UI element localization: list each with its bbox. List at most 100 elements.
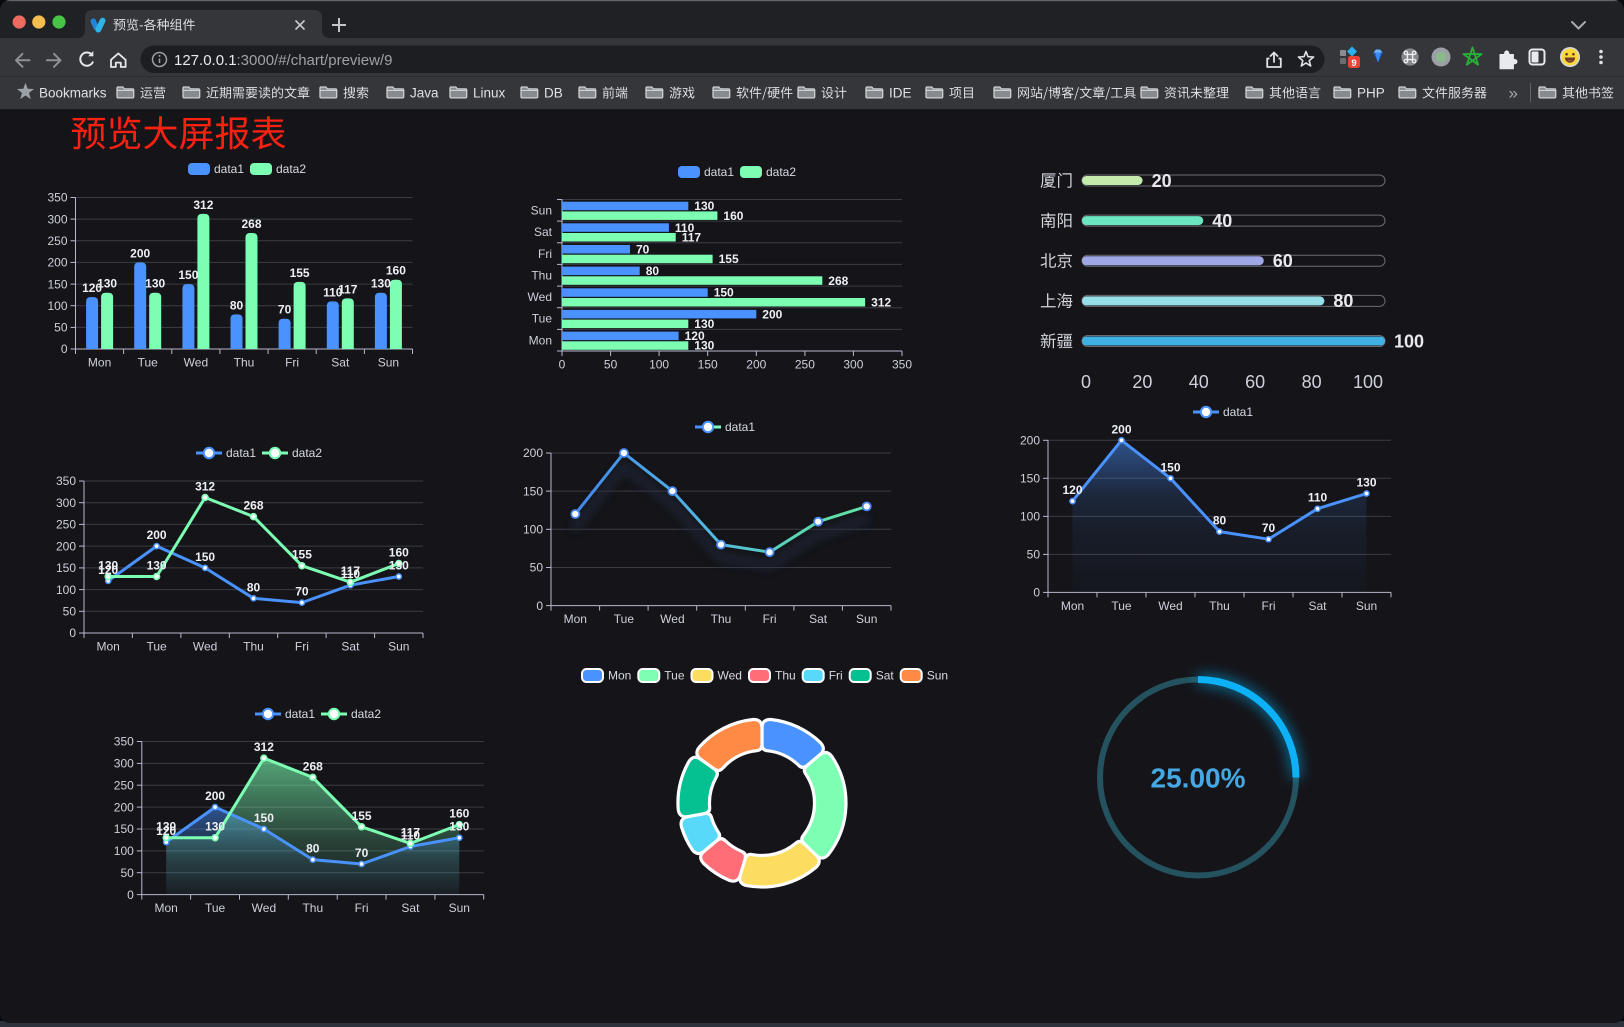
- svg-text:150: 150: [178, 268, 198, 282]
- svg-text:Sat: Sat: [1308, 599, 1327, 613]
- svg-text:9: 9: [1351, 58, 1356, 69]
- svg-text:Thu: Thu: [234, 356, 255, 370]
- svg-text:268: 268: [241, 217, 261, 231]
- svg-text:Mon: Mon: [1061, 599, 1084, 613]
- svg-text:117: 117: [401, 825, 421, 839]
- svg-text:Fri: Fri: [285, 356, 299, 370]
- svg-text:300: 300: [47, 212, 67, 226]
- svg-text:0: 0: [536, 599, 543, 613]
- svg-text:Wed: Wed: [252, 901, 276, 915]
- svg-text:130: 130: [145, 277, 165, 291]
- svg-text:Fri: Fri: [355, 901, 369, 915]
- svg-text:PHP: PHP: [1357, 86, 1385, 101]
- svg-text:Wed: Wed: [184, 356, 208, 370]
- svg-text:Sat: Sat: [341, 640, 360, 654]
- svg-text:Thu: Thu: [1209, 599, 1230, 613]
- svg-text:130: 130: [694, 317, 714, 331]
- svg-text:Tue: Tue: [1111, 599, 1132, 613]
- svg-text:Fri: Fri: [763, 612, 777, 626]
- svg-text:155: 155: [290, 266, 310, 280]
- svg-text:312: 312: [193, 198, 213, 212]
- svg-text:110: 110: [323, 285, 343, 299]
- svg-text:Tue: Tue: [146, 640, 167, 654]
- svg-text:Sun: Sun: [378, 356, 399, 370]
- svg-text:data1: data1: [704, 165, 734, 179]
- svg-text:20: 20: [1152, 171, 1172, 191]
- svg-text:Sat: Sat: [331, 356, 350, 370]
- svg-text:100: 100: [56, 583, 76, 597]
- svg-text:0: 0: [1033, 586, 1040, 600]
- svg-text:200: 200: [205, 789, 225, 803]
- svg-text:Thu: Thu: [531, 268, 552, 282]
- svg-text:Thu: Thu: [243, 640, 264, 654]
- svg-text:350: 350: [56, 474, 76, 488]
- svg-text:130: 130: [449, 820, 469, 834]
- svg-text:0: 0: [69, 626, 76, 640]
- svg-text:155: 155: [292, 548, 312, 562]
- svg-text:350: 350: [114, 735, 134, 749]
- svg-text:Wed: Wed: [528, 290, 552, 304]
- svg-text:200: 200: [1111, 422, 1131, 436]
- svg-text:130: 130: [98, 559, 118, 573]
- svg-text:200: 200: [130, 246, 150, 260]
- svg-text:Mon: Mon: [97, 640, 120, 654]
- svg-text:110: 110: [1308, 491, 1328, 505]
- svg-text:Fri: Fri: [829, 669, 843, 683]
- svg-text:80: 80: [646, 264, 660, 278]
- svg-text:data1: data1: [226, 446, 256, 460]
- svg-text:IDE: IDE: [889, 86, 912, 101]
- svg-text:0: 0: [127, 888, 134, 902]
- svg-text:150: 150: [47, 277, 67, 291]
- svg-text:130: 130: [205, 820, 225, 834]
- svg-text:312: 312: [871, 295, 891, 309]
- svg-text:268: 268: [828, 274, 848, 288]
- svg-text:data1: data1: [1223, 405, 1253, 419]
- svg-text:350: 350: [892, 358, 912, 372]
- svg-text:120: 120: [82, 281, 102, 295]
- svg-text:50: 50: [63, 605, 77, 619]
- svg-text:25.00%: 25.00%: [1151, 763, 1246, 794]
- svg-text:120: 120: [98, 563, 118, 577]
- svg-text:70: 70: [355, 846, 369, 860]
- svg-text:data1: data1: [725, 420, 755, 434]
- svg-text:200: 200: [56, 539, 76, 553]
- svg-text:60: 60: [1245, 372, 1265, 392]
- svg-text:Linux: Linux: [473, 86, 506, 101]
- svg-text:130: 130: [371, 277, 391, 291]
- svg-text:Mon: Mon: [529, 333, 552, 347]
- svg-text:Mon: Mon: [564, 612, 587, 626]
- svg-text:200: 200: [746, 358, 766, 372]
- svg-text:Fri: Fri: [1262, 599, 1276, 613]
- svg-text:110: 110: [401, 829, 421, 843]
- svg-text:Thu: Thu: [711, 612, 732, 626]
- svg-text:50: 50: [530, 561, 544, 575]
- svg-text:160: 160: [449, 807, 469, 821]
- svg-text:160: 160: [723, 209, 743, 223]
- svg-text:117: 117: [341, 564, 361, 578]
- svg-text:Tue: Tue: [205, 901, 226, 915]
- svg-text:50: 50: [120, 866, 134, 880]
- svg-text:150: 150: [714, 286, 734, 300]
- svg-text:80: 80: [1302, 372, 1322, 392]
- svg-text:70: 70: [295, 585, 309, 599]
- svg-text:Wed: Wed: [660, 612, 684, 626]
- svg-text:150: 150: [195, 550, 215, 564]
- svg-text:250: 250: [47, 234, 67, 248]
- svg-text:Thu: Thu: [775, 669, 796, 683]
- svg-text:Sat: Sat: [401, 901, 420, 915]
- svg-text:Bookmarks: Bookmarks: [39, 86, 107, 101]
- svg-text:160: 160: [389, 546, 409, 560]
- svg-text:130: 130: [694, 199, 714, 213]
- svg-text:150: 150: [254, 811, 274, 825]
- svg-text:250: 250: [795, 358, 815, 372]
- svg-text:Sat: Sat: [534, 225, 553, 239]
- svg-text:data2: data2: [292, 446, 322, 460]
- svg-text:130: 130: [389, 559, 409, 573]
- svg-text:200: 200: [523, 446, 543, 460]
- svg-text:150: 150: [56, 561, 76, 575]
- svg-text:300: 300: [114, 757, 134, 771]
- svg-text:Mon: Mon: [608, 669, 631, 683]
- svg-text:120: 120: [156, 824, 176, 838]
- svg-text:100: 100: [47, 299, 67, 313]
- svg-text:250: 250: [56, 518, 76, 532]
